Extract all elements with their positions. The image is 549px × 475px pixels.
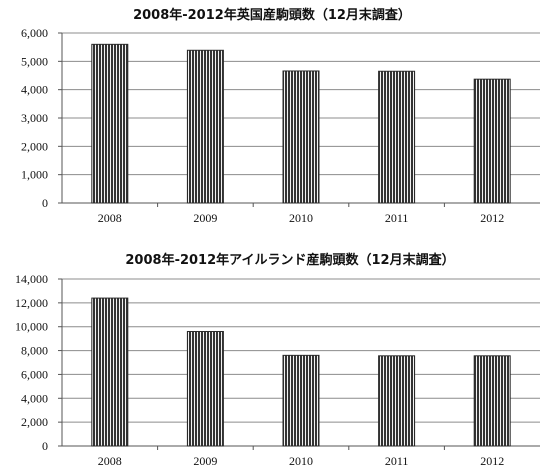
bar-2011 [378,70,416,204]
x-tick-label: 2012 [480,211,504,225]
y-tick-label: 5,000 [21,54,48,68]
y-tick-label: 0 [42,196,48,210]
x-tick-label: 2010 [289,454,313,468]
bar-2008 [91,297,129,447]
y-tick-label: 10,000 [15,320,48,334]
x-tick-label: 2011 [385,211,409,225]
ireland-foal-count-chart: 2008年-2012年アイルランド産駒頭数（12月末調査） 0 2,000 4,00… [15,252,540,468]
y-tick-label: 0 [42,439,48,453]
x-tick-label: 2011 [385,454,409,468]
y-tick-label: 1,000 [21,168,48,182]
bar-2012 [473,355,511,447]
x-tick-label: 2008 [98,454,122,468]
bar-2011 [378,355,416,447]
y-tick-label: 4,000 [21,391,48,405]
x-tick-label: 2012 [480,454,504,468]
x-tick-label: 2008 [98,211,122,225]
y-tick-label: 2,000 [21,415,48,429]
bar-2008 [91,43,129,204]
bar-2010 [282,354,320,447]
y-tick-label: 6,000 [21,26,48,40]
bar-2009 [186,330,224,447]
x-tick-label: 2009 [193,454,217,468]
bar-2010 [282,70,320,204]
chart-title: 2008年-2012年英国産駒頭数（12月末調査） [133,7,411,23]
uk-foal-count-chart: 2008年-2012年英国産駒頭数（12月末調査） 0 1,000 2,000 3,0… [21,7,540,225]
y-tick-label: 4,000 [21,83,48,97]
y-tick-label: 14,000 [15,272,48,286]
x-tick-label: 2010 [289,211,313,225]
bar-2012 [473,78,511,204]
y-tick-label: 6,000 [21,367,48,381]
y-tick-label: 2,000 [21,139,48,153]
y-tick-label: 12,000 [15,296,48,310]
y-tick-label: 3,000 [21,111,48,125]
chart-title: 2008年-2012年アイルランド産駒頭数（12月末調査） [125,252,454,268]
y-tick-label: 8,000 [21,344,48,358]
bar-2009 [186,49,224,204]
x-tick-label: 2009 [193,211,217,225]
